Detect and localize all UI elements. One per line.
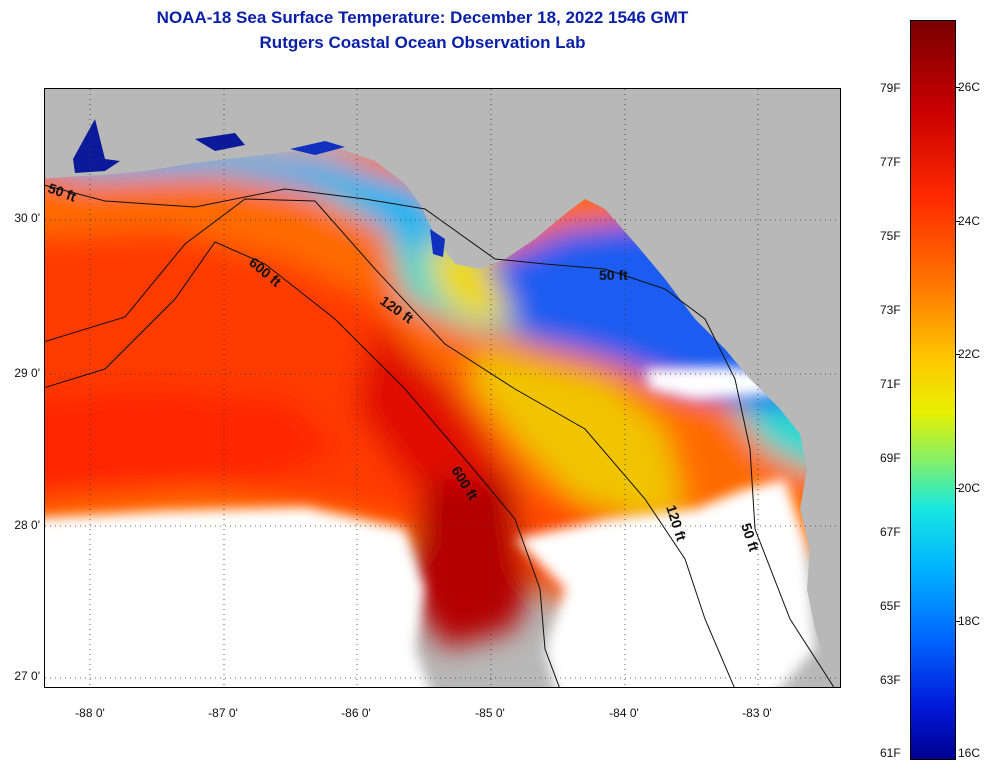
- colorbar-label-24c: 24C: [958, 214, 981, 228]
- colorbar-tick: [955, 621, 960, 622]
- colorbar-label-71f: 71F: [880, 377, 901, 391]
- colorbar-label-26c: 26C: [958, 80, 981, 94]
- colorbar-label-16c: 16C: [958, 746, 981, 760]
- colorbar-label-77f: 77F: [880, 155, 901, 169]
- lon-label-88: -88 0': [75, 706, 105, 720]
- colorbar-label-73f: 73F: [880, 303, 901, 317]
- lat-label-27: 27 0': [14, 669, 40, 683]
- coastal-bays: [73, 119, 445, 257]
- colorbar-label-65f: 65F: [880, 599, 901, 613]
- land-mass: [45, 89, 840, 687]
- contour-label-50ft-east: 50 ft: [599, 267, 628, 283]
- colorbar-label-63f: 63F: [880, 673, 901, 687]
- colorbar-tick: [955, 354, 960, 355]
- lat-label-30: 30 0': [14, 211, 40, 225]
- colorbar-label-67f: 67F: [880, 525, 901, 539]
- colorbar-tick: [955, 87, 960, 88]
- colorbar-label-79f: 79F: [880, 81, 901, 95]
- contour-120ft: [45, 198, 735, 687]
- colorbar-tick: [955, 221, 960, 222]
- lat-label-29: 29 0': [14, 366, 40, 380]
- map-subtitle: Rutgers Coastal Ocean Observation Lab: [259, 33, 586, 52]
- colorbar-label-69f: 69F: [880, 451, 901, 465]
- colorbar-label-20c: 20C: [958, 481, 981, 495]
- contour-600ft: [45, 241, 560, 687]
- contour-50ft: [45, 184, 835, 687]
- lat-label-28: 28 0': [14, 518, 40, 532]
- lon-label-84: -84 0': [609, 706, 639, 720]
- depth-contours: [45, 184, 835, 687]
- sst-map-graphic: 50 ft 50 ft 50 ft 120 ft 120 ft 600 ft 6…: [45, 89, 840, 687]
- map-title: NOAA-18 Sea Surface Temperature: Decembe…: [156, 8, 689, 27]
- lon-label-87: -87 0': [208, 706, 238, 720]
- lon-label-85: -85 0': [475, 706, 505, 720]
- temperature-colorbar: [910, 20, 956, 760]
- colorbar-label-61f: 61F: [880, 746, 901, 760]
- lon-label-83: -83 0': [742, 706, 772, 720]
- colorbar-label-22c: 22C: [958, 347, 981, 361]
- colorbar-tick: [955, 488, 960, 489]
- lon-label-86: -86 0': [341, 706, 371, 720]
- colorbar-label-18c: 18C: [958, 614, 981, 628]
- sst-map: 50 ft 50 ft 50 ft 120 ft 120 ft 600 ft 6…: [44, 88, 841, 688]
- colorbar-label-75f: 75F: [880, 229, 901, 243]
